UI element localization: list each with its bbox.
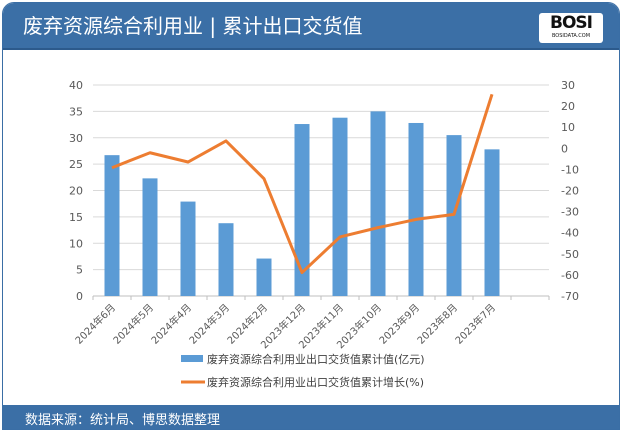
bar (180, 201, 196, 296)
legend-line-label: 废弃资源综合利用业出口交货值累计增长(%) (207, 375, 424, 389)
left-tick-label: 30 (69, 132, 83, 145)
left-tick-label: 25 (69, 158, 83, 171)
bar (256, 258, 272, 296)
left-tick-label: 10 (69, 237, 83, 250)
bar (142, 178, 158, 296)
left-tick-label: 5 (76, 264, 83, 277)
legend-bar-swatch (181, 355, 203, 362)
right-tick-label: -50 (561, 248, 579, 261)
right-tick-label: -60 (561, 269, 579, 282)
right-tick-label: 20 (561, 100, 575, 113)
bar (104, 155, 120, 296)
bar (294, 124, 310, 296)
source-note: 数据来源：统计局、博思数据整理 (25, 413, 221, 428)
bar (408, 122, 424, 296)
left-tick-label: 0 (76, 290, 83, 303)
x-tick-label: 2023年7月 (452, 301, 498, 347)
bar (218, 223, 234, 296)
left-tick-label: 35 (69, 105, 83, 118)
right-tick-label: -40 (561, 227, 579, 240)
left-tick-label: 40 (69, 79, 83, 92)
bar (370, 111, 386, 296)
bosi-logo: BOSI BOSIDATA.COM (539, 13, 603, 43)
right-tick-label: -70 (561, 290, 579, 303)
chart: 0 5 10 15 20 25 30 35 40 30 20 10 0 -10 -20 -30 -40 -50 -6… (69, 79, 579, 389)
legend-bar-label: 废弃资源综合利用业出口交货值累计值(亿元) (207, 352, 425, 366)
right-tick-label: 30 (561, 79, 575, 92)
right-tick-label: -10 (561, 163, 579, 176)
chart-title: 废弃资源综合利用业 | 累计出口交货值 (23, 14, 363, 38)
left-tick-label: 15 (69, 211, 83, 224)
header: 废弃资源综合利用业 | 累计出口交货值 BOSI BOSIDATA.COM (3, 3, 619, 50)
bar (332, 117, 348, 296)
left-tick-label: 20 (69, 185, 83, 198)
bar (484, 149, 500, 296)
right-tick-label: 0 (561, 142, 568, 155)
footer: 数据来源：统计局、博思数据整理 (3, 405, 619, 429)
right-tick-label: 10 (561, 121, 575, 134)
right-tick-label: -20 (561, 185, 579, 198)
right-tick-label: -30 (561, 206, 579, 219)
